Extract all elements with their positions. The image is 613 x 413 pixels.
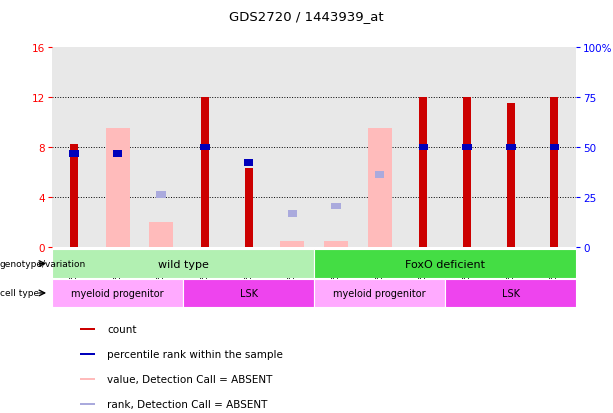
Bar (402, 47, 445, 248)
Bar (150, 223, 173, 248)
Bar (201, 97, 209, 248)
Bar (550, 144, 559, 151)
Text: myeloid progenitor: myeloid progenitor (71, 288, 164, 298)
Text: wild type: wild type (158, 259, 208, 269)
Bar (244, 159, 253, 166)
Bar (419, 97, 427, 248)
Bar (314, 47, 358, 248)
Bar (331, 203, 341, 210)
Bar (445, 47, 489, 248)
Bar (80, 328, 95, 330)
Bar (489, 47, 533, 248)
Bar (96, 47, 139, 248)
Bar (105, 129, 129, 248)
Bar (358, 47, 402, 248)
Bar (80, 378, 95, 380)
Bar (419, 144, 428, 151)
Bar (287, 211, 297, 217)
Bar (445, 279, 576, 307)
Bar (70, 145, 78, 248)
Bar (200, 144, 210, 151)
Bar (462, 144, 472, 151)
Text: value, Detection Call = ABSENT: value, Detection Call = ABSENT (107, 374, 273, 384)
Bar (183, 47, 227, 248)
Bar (368, 129, 392, 248)
Bar (52, 250, 314, 278)
Bar (506, 144, 516, 151)
Bar (375, 172, 384, 179)
Text: percentile rank within the sample: percentile rank within the sample (107, 349, 283, 359)
Bar (80, 403, 95, 405)
Text: FoxO deficient: FoxO deficient (405, 259, 485, 269)
Bar (463, 97, 471, 248)
Bar (245, 169, 253, 248)
Text: count: count (107, 324, 137, 334)
Bar (52, 47, 96, 248)
Bar (156, 192, 166, 199)
Text: GDS2720 / 1443939_at: GDS2720 / 1443939_at (229, 10, 384, 23)
Bar (69, 150, 78, 157)
Bar (52, 279, 183, 307)
Text: LSK: LSK (501, 288, 520, 298)
Bar (80, 353, 95, 355)
Bar (314, 279, 445, 307)
Bar (507, 104, 515, 248)
Text: rank, Detection Call = ABSENT: rank, Detection Call = ABSENT (107, 399, 268, 409)
Bar (550, 97, 558, 248)
Bar (314, 250, 576, 278)
Text: genotype/variation: genotype/variation (0, 259, 86, 268)
Text: cell type: cell type (0, 289, 39, 298)
Bar (324, 242, 348, 248)
Text: myeloid progenitor: myeloid progenitor (333, 288, 426, 298)
Bar (280, 242, 304, 248)
Text: LSK: LSK (240, 288, 257, 298)
Bar (113, 150, 123, 157)
Bar (270, 47, 314, 248)
Bar (183, 279, 314, 307)
Bar (533, 47, 576, 248)
Bar (227, 47, 270, 248)
Bar (139, 47, 183, 248)
